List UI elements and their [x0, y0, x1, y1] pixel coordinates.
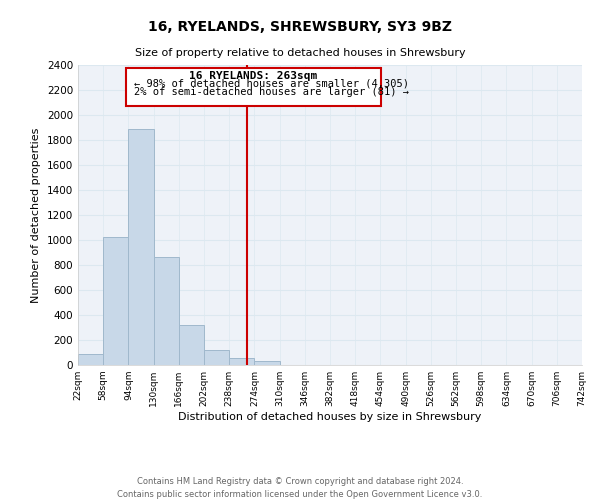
Bar [179, 325, 204, 365]
FancyBboxPatch shape [125, 68, 381, 106]
Bar [78, 354, 103, 365]
Y-axis label: Number of detached properties: Number of detached properties [31, 128, 41, 302]
Bar [128, 128, 154, 365]
Bar [254, 361, 280, 365]
Text: Contains HM Land Registry data © Crown copyright and database right 2024.: Contains HM Land Registry data © Crown c… [137, 478, 463, 486]
Text: 16 RYELANDS: 263sqm: 16 RYELANDS: 263sqm [189, 70, 317, 81]
Bar [204, 350, 229, 365]
Text: Size of property relative to detached houses in Shrewsbury: Size of property relative to detached ho… [134, 48, 466, 58]
Bar [229, 358, 254, 365]
Text: Contains public sector information licensed under the Open Government Licence v3: Contains public sector information licen… [118, 490, 482, 499]
Bar [154, 257, 179, 365]
Text: 2% of semi-detached houses are larger (81) →: 2% of semi-detached houses are larger (8… [134, 87, 409, 97]
Bar [103, 237, 128, 365]
Text: ← 98% of detached houses are smaller (4,305): ← 98% of detached houses are smaller (4,… [134, 78, 409, 89]
X-axis label: Distribution of detached houses by size in Shrewsbury: Distribution of detached houses by size … [178, 412, 482, 422]
Text: 16, RYELANDS, SHREWSBURY, SY3 9BZ: 16, RYELANDS, SHREWSBURY, SY3 9BZ [148, 20, 452, 34]
